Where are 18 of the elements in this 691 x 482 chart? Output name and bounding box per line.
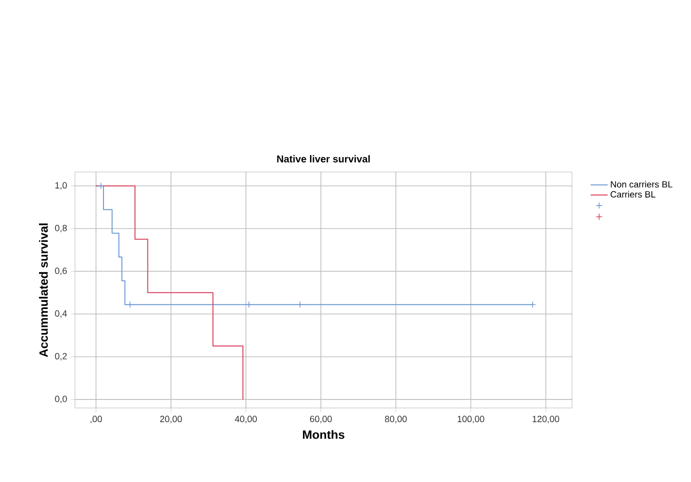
y-tick-label: 1,0 — [55, 182, 67, 190]
x-tick-label: 40,00 — [234, 416, 257, 424]
x-tick-label: 100,00 — [458, 416, 484, 424]
y-tick-label: 0,4 — [55, 310, 67, 318]
x-tick-label: 60,00 — [310, 416, 332, 424]
y-tick-label: 0,6 — [55, 268, 67, 276]
y-axis-title: Accummulated survival — [39, 224, 48, 358]
legend-label: Non carriers BL — [610, 180, 672, 188]
x-tick-label: 20,00 — [160, 416, 182, 424]
y-tick-label: 0,2 — [55, 353, 67, 360]
x-tick-label: ,00 — [90, 416, 102, 424]
x-tick-label: 120,00 — [532, 416, 560, 424]
y-tick-label: 0,0 — [55, 396, 67, 404]
x-axis-title: Months — [302, 430, 344, 439]
legend-label: Carriers BL — [610, 190, 656, 198]
x-tick-label: 80,00 — [384, 416, 407, 424]
y-tick-label: 0,8 — [55, 224, 67, 232]
chart-title: Native liver survival — [277, 155, 370, 162]
